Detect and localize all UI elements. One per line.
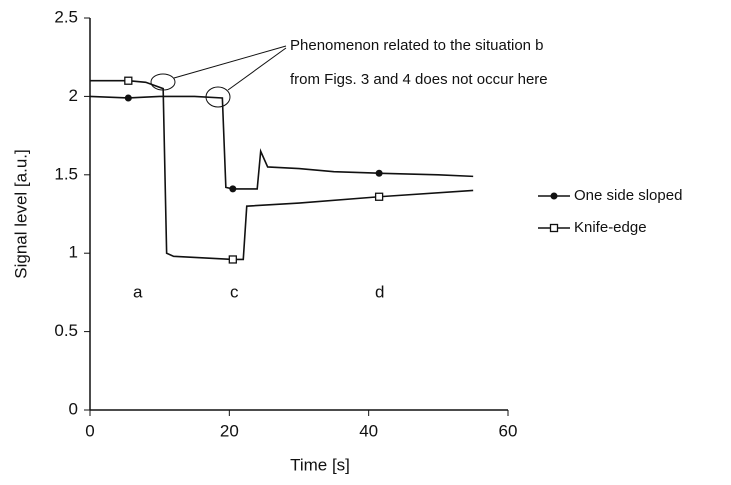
- y-axis-label: Signal level [a.u.]: [11, 149, 30, 278]
- series-line: [89, 95, 474, 190]
- marker: [375, 169, 383, 177]
- pointer-line: [173, 45, 287, 79]
- x-tick-label: 20: [220, 421, 239, 440]
- x-tick-label: 0: [85, 421, 94, 440]
- legend-label: Knife-edge: [574, 219, 647, 236]
- y-tick-label: 0.5: [54, 321, 78, 340]
- marker: [124, 94, 132, 102]
- x-axis-label: Time [s]: [290, 455, 350, 474]
- pointer-line: [227, 47, 287, 91]
- y-tick-label: 1: [69, 243, 78, 262]
- legend-marker: [550, 192, 558, 200]
- annotation: d: [375, 282, 384, 301]
- annotation: from Figs. 3 and 4 does not occur here: [290, 71, 548, 88]
- annotation: a: [133, 282, 143, 301]
- legend-marker: [549, 223, 559, 233]
- x-tick-label: 40: [359, 421, 378, 440]
- marker: [124, 76, 133, 85]
- y-tick-label: 0: [69, 399, 78, 418]
- y-tick-label: 1.5: [54, 164, 78, 183]
- marker: [228, 255, 237, 264]
- y-tick-label: 2.5: [54, 7, 78, 26]
- annotation: Phenomenon related to the situation b: [290, 37, 544, 54]
- legend-label: One side sloped: [574, 187, 682, 204]
- highlight-circle: [150, 73, 176, 91]
- series-line: [90, 79, 474, 261]
- marker: [374, 192, 384, 201]
- x-tick-label: 60: [499, 421, 518, 440]
- annotation: c: [230, 282, 239, 301]
- y-tick-label: 2: [69, 86, 78, 105]
- marker: [229, 185, 237, 193]
